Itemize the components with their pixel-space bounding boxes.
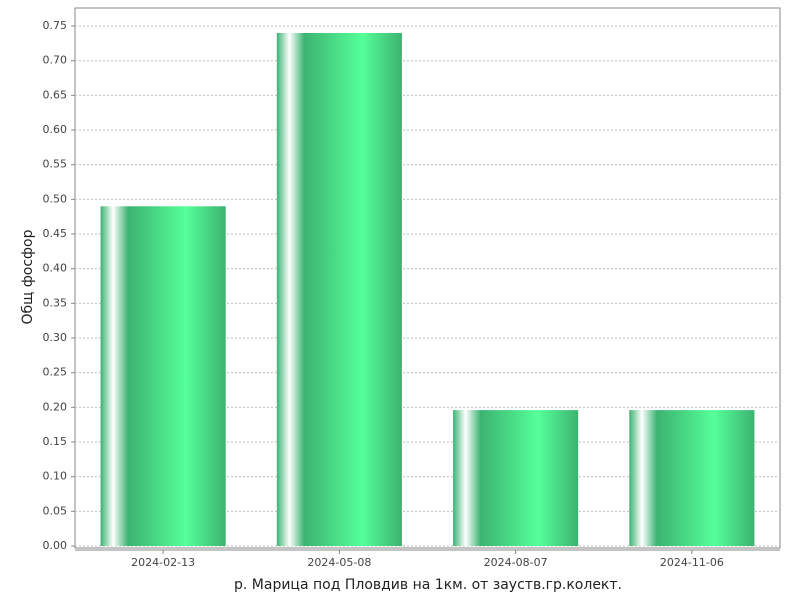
y-tick-label: 0.10 — [43, 470, 68, 483]
y-tick-label: 0.35 — [43, 296, 68, 309]
y-tick-label: 0.40 — [43, 262, 68, 275]
y-tick-label: 0.60 — [43, 123, 68, 136]
x-tick-label: 2024-08-07 — [484, 556, 548, 569]
bar — [629, 410, 755, 546]
y-axis-title: Общ фосфор — [20, 229, 36, 324]
y-tick-label: 0.70 — [43, 54, 68, 67]
y-tick-label: 0.65 — [43, 88, 68, 101]
bar — [276, 32, 402, 547]
y-tick-label: 0.20 — [43, 400, 68, 413]
y-tick-label: 0.50 — [43, 192, 68, 205]
y-tick-label: 0.15 — [43, 435, 68, 448]
x-tick-label: 2024-05-08 — [307, 556, 371, 569]
y-tick-label: 0.25 — [43, 366, 68, 379]
x-tick-label: 2024-02-13 — [131, 556, 195, 569]
x-tick-label: 2024-11-06 — [660, 556, 724, 569]
y-tick-label: 0.55 — [43, 158, 68, 171]
y-tick-label: 0.00 — [43, 539, 68, 552]
y-tick-label: 0.30 — [43, 331, 68, 344]
y-tick-label: 0.05 — [43, 504, 68, 517]
y-tick-label: 0.45 — [43, 227, 68, 240]
x-axis-title: р. Марица под Пловдив на 1км. от зауств.… — [234, 577, 622, 593]
y-tick-label: 0.75 — [43, 19, 68, 32]
bar — [100, 206, 226, 546]
bar — [453, 410, 579, 546]
